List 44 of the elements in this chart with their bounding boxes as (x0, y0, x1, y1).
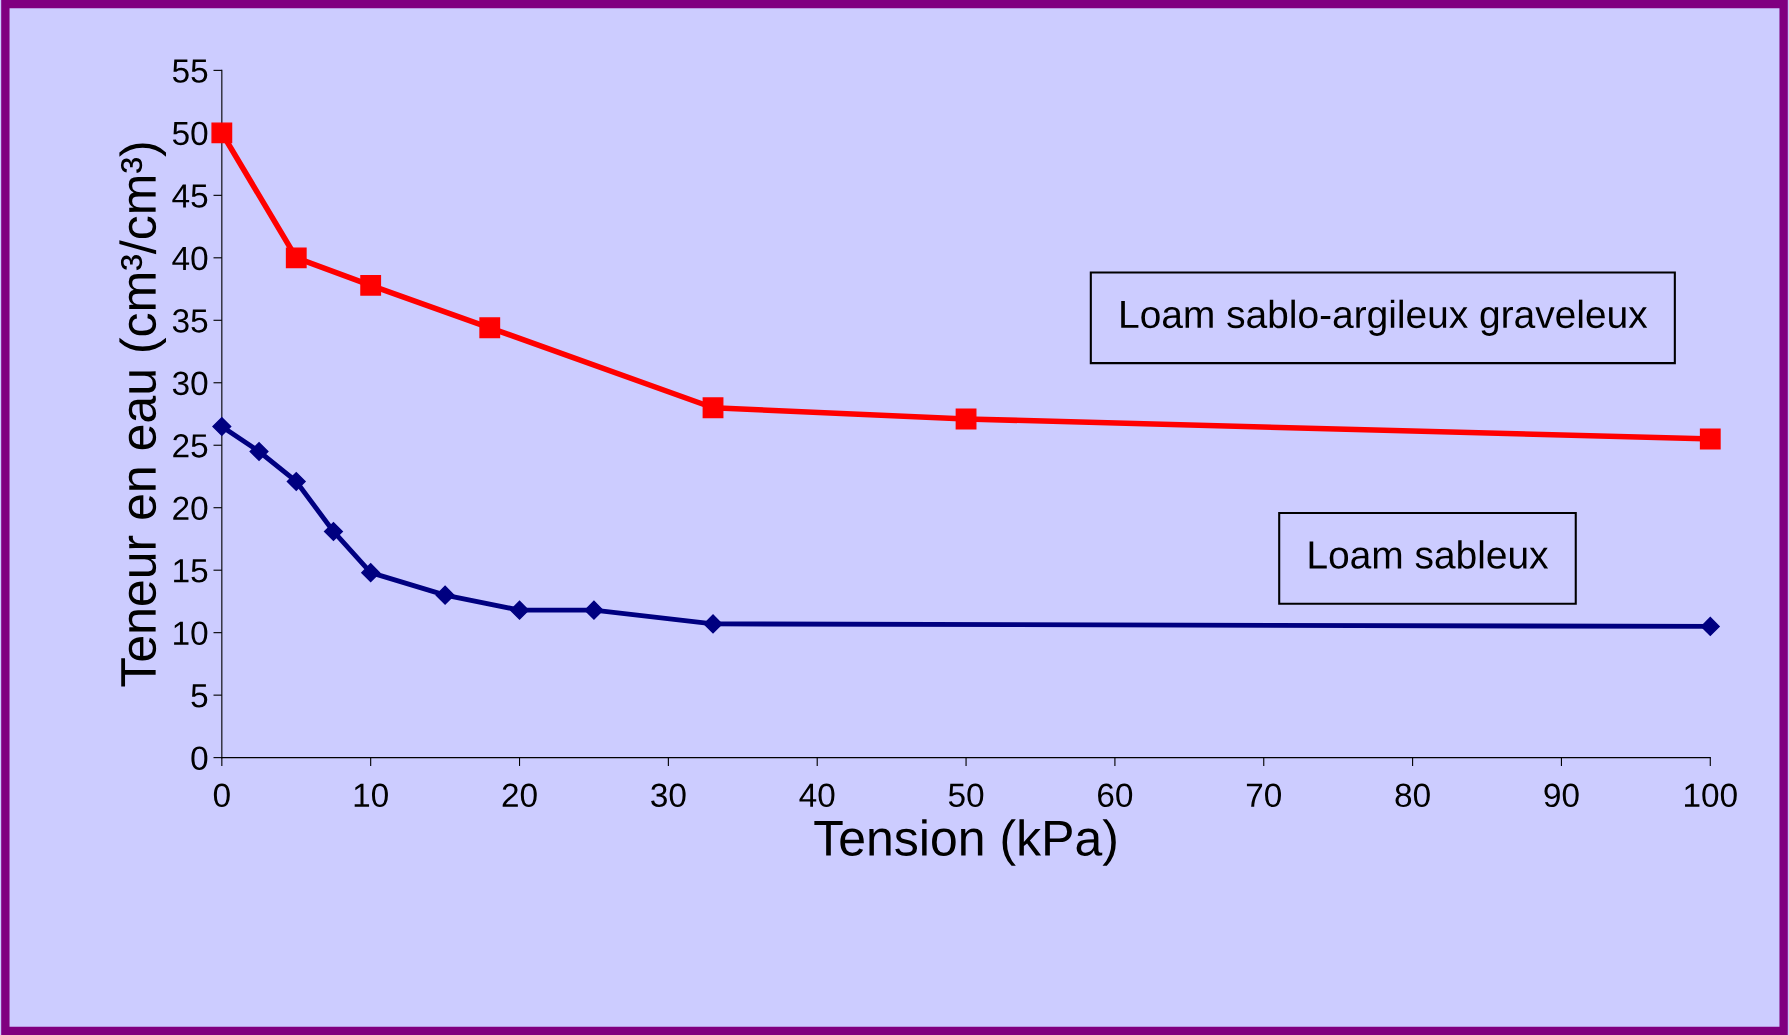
series-label: Loam sableux (1309, 540, 1549, 569)
point (702, 397, 724, 419)
point (584, 600, 604, 620)
point (955, 408, 977, 430)
x-tick-label: 0 (213, 783, 230, 808)
x-tick-label: 80 (1395, 783, 1430, 808)
x-tick-label: 70 (1246, 783, 1281, 808)
text: Loam sablo-argileux graveleux (1121, 299, 1648, 336)
y-tick-label: 30 (172, 371, 208, 396)
y-tick-label: 35 (172, 309, 208, 333)
x-tick-label: 90 (1544, 783, 1579, 808)
x-tick-label: 60 (1098, 783, 1133, 808)
x-tick-label: 20 (502, 783, 537, 808)
y-axis-title: Teneur en eau (cm³/cm³) (119, 143, 166, 687)
point (361, 563, 381, 583)
point (703, 614, 723, 634)
y-tick-label: 20 (173, 496, 208, 521)
point (435, 585, 455, 605)
y-tick-label: 50 (172, 121, 208, 146)
y-tick-label: 0 (191, 746, 208, 771)
point (479, 317, 501, 339)
y-tick-label: 45 (172, 184, 208, 208)
point (360, 274, 382, 296)
y-tick-label: 5 (191, 684, 208, 708)
y-tick-label: 55 (172, 59, 208, 83)
point (1699, 428, 1721, 450)
point (323, 521, 344, 541)
point (286, 471, 306, 492)
x-tick-label: 30 (651, 783, 686, 808)
y-tick-label: 15 (174, 559, 208, 583)
x-tick-label: 100 (1685, 783, 1737, 808)
point (1700, 616, 1720, 636)
x-axis-title: Tension (kPa) (814, 819, 1116, 866)
y-tick-label: 25 (173, 434, 208, 458)
y-tick-label: 40 (172, 246, 208, 271)
y-tick-label: 10 (174, 621, 208, 646)
point (249, 441, 269, 462)
x-tick-label: 40 (799, 783, 835, 808)
x-tick-label: 50 (948, 783, 984, 808)
point (212, 416, 232, 437)
point (211, 122, 233, 144)
point (509, 600, 530, 620)
x-tick-label: 10 (354, 783, 388, 808)
point (285, 247, 307, 269)
